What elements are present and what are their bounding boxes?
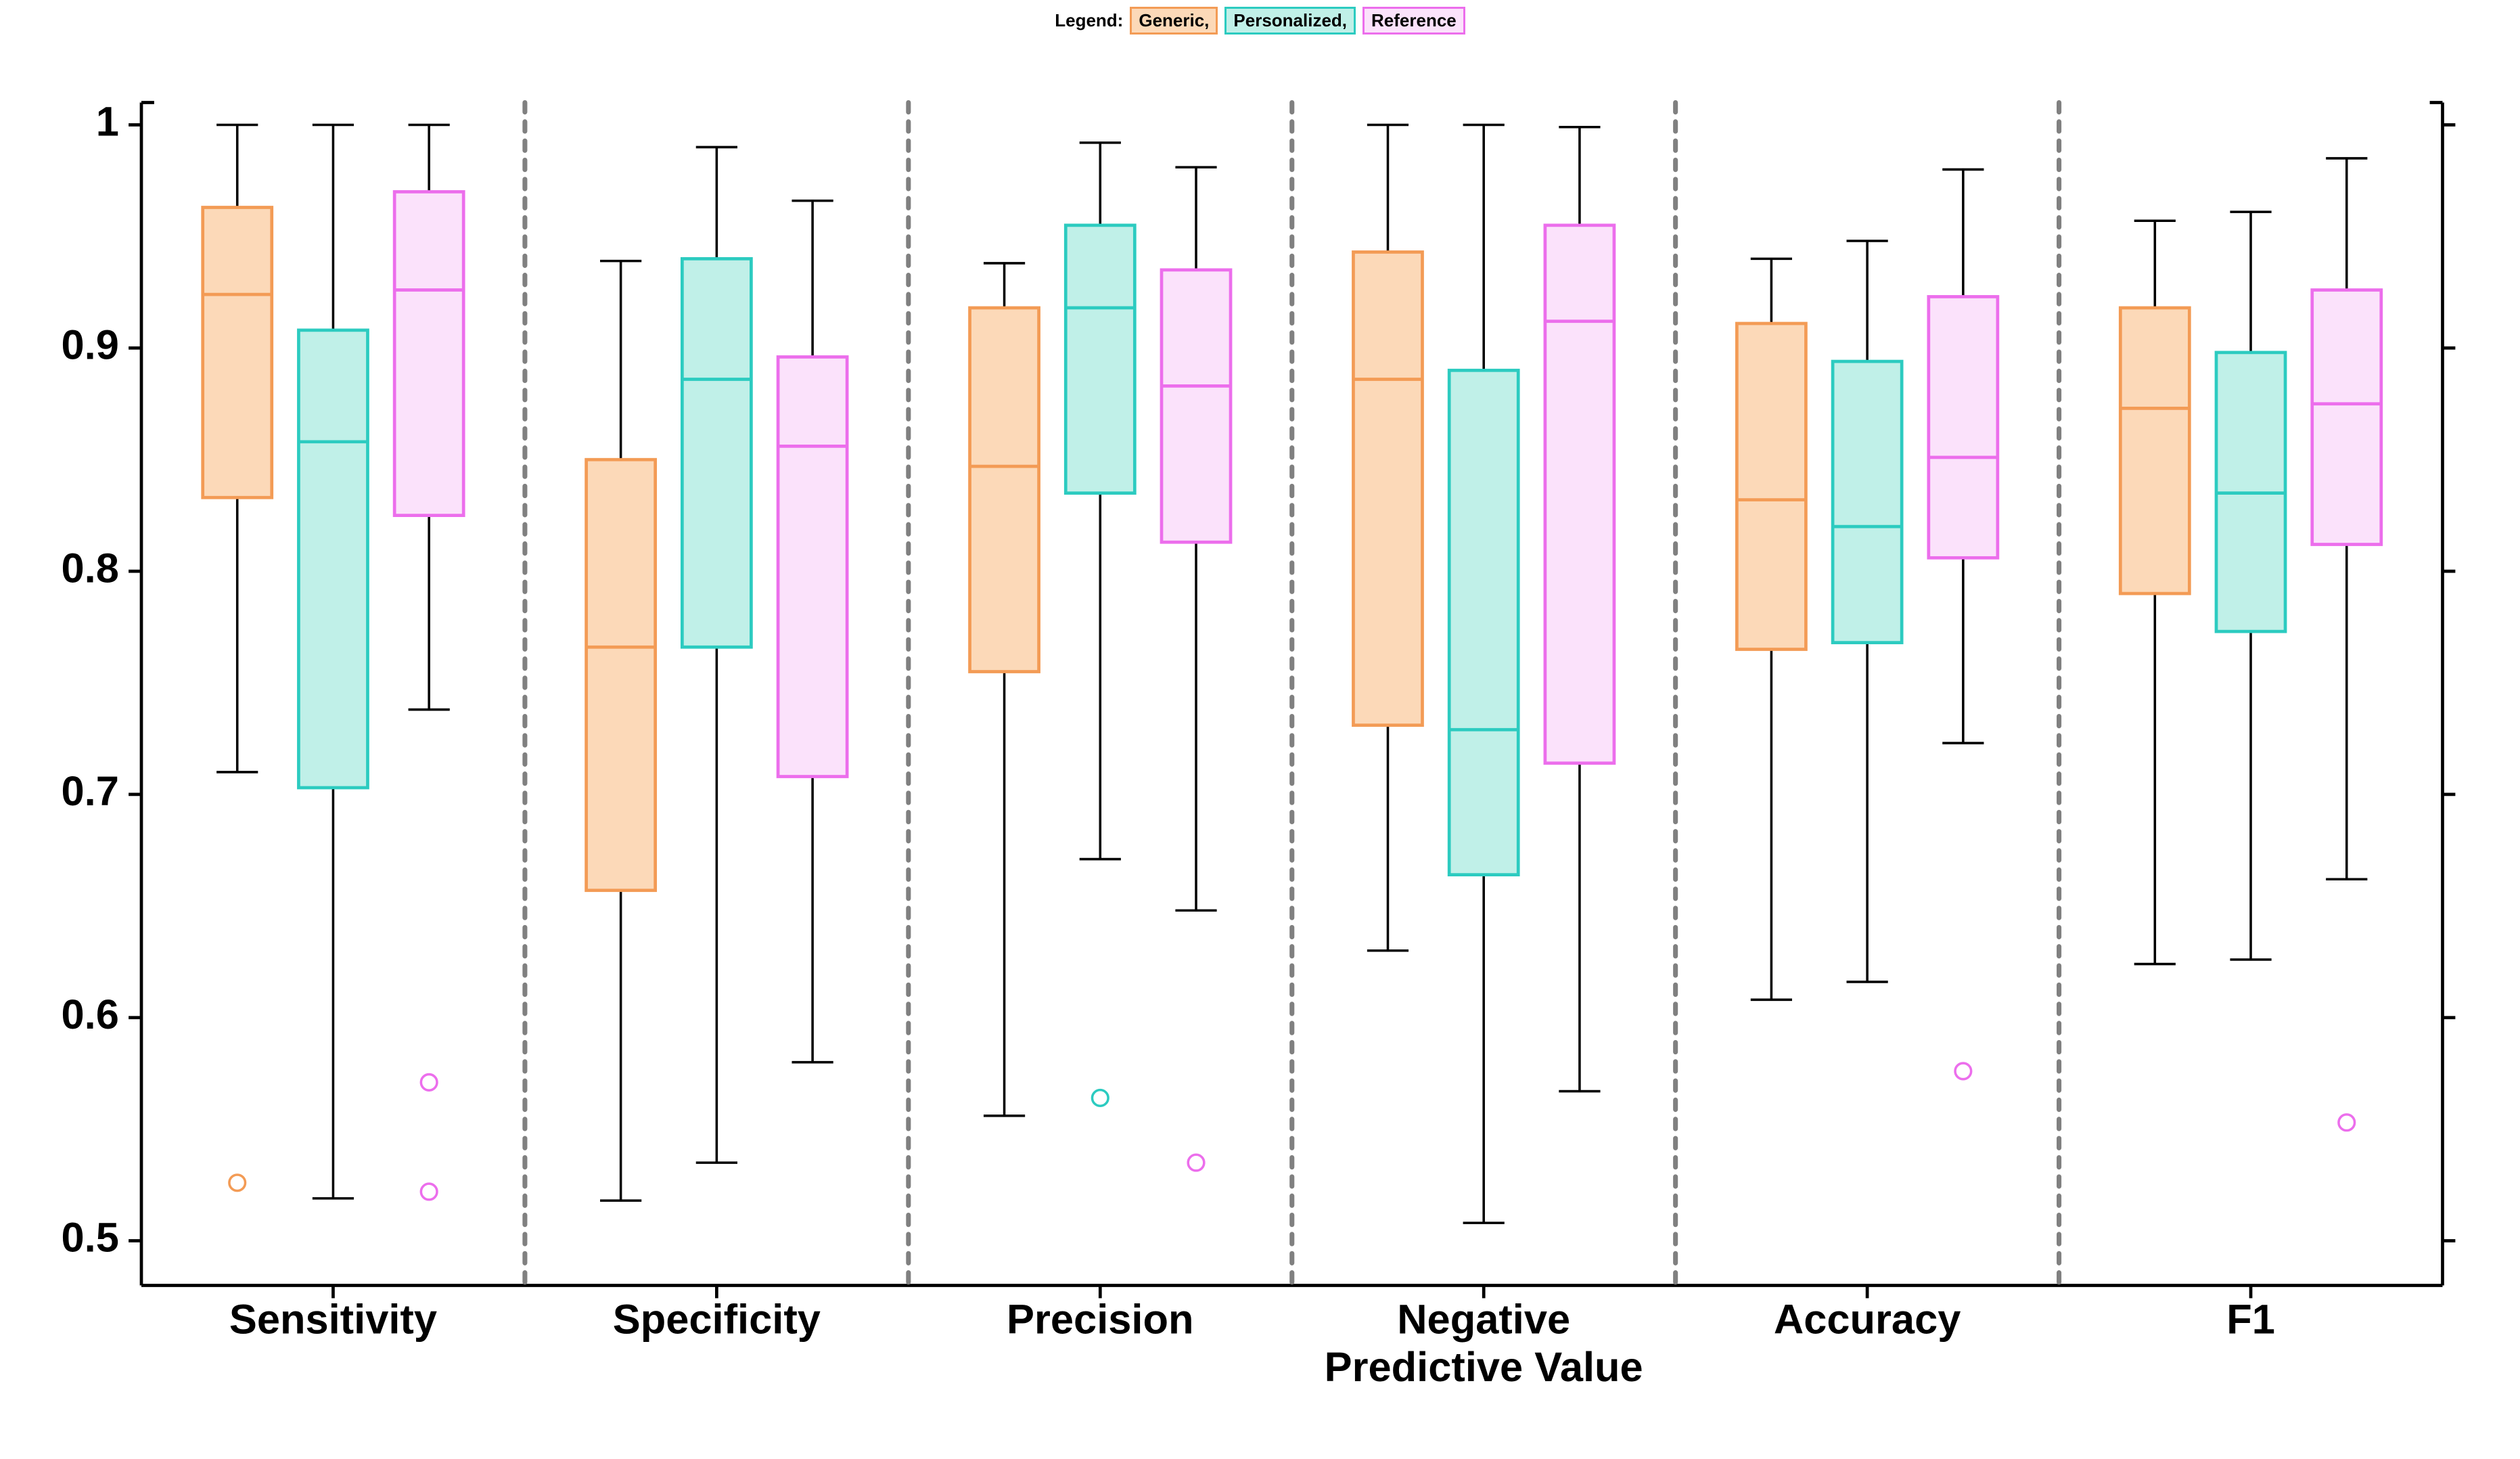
svg-text:Negative: Negative [1397,1296,1570,1343]
boxplot-svg: 0.5 0.6 0.7 0.8 0.9 1 Sensitivity Specificity Pr… [14,39,2506,1445]
svg-text:F1: F1 [2226,1296,2275,1343]
legend-item-personalized: Personalized, [1224,7,1356,35]
svg-text:0.8: 0.8 [62,545,119,591]
svg-text:0.6: 0.6 [62,991,119,1038]
legend-item-reference: Reference [1362,7,1465,35]
svg-text:0.9: 0.9 [62,321,119,368]
svg-text:1: 1 [96,99,119,145]
svg-text:Sensitivity: Sensitivity [229,1296,437,1343]
svg-text:0.7: 0.7 [62,768,119,815]
svg-text:Precision: Precision [1007,1296,1193,1343]
legend-item-generic: Generic, [1130,7,1218,35]
svg-text:Predictive Value: Predictive Value [1325,1344,1643,1391]
svg-text:Specificity: Specificity [613,1296,821,1343]
boxplot-chart: Legend: Generic, Personalized, Reference… [0,0,2520,1459]
legend: Legend: Generic, Personalized, Reference [14,7,2506,35]
svg-text:Accuracy: Accuracy [1774,1296,1961,1343]
legend-prefix: Legend: [1055,10,1123,31]
svg-text:0.5: 0.5 [62,1215,119,1261]
